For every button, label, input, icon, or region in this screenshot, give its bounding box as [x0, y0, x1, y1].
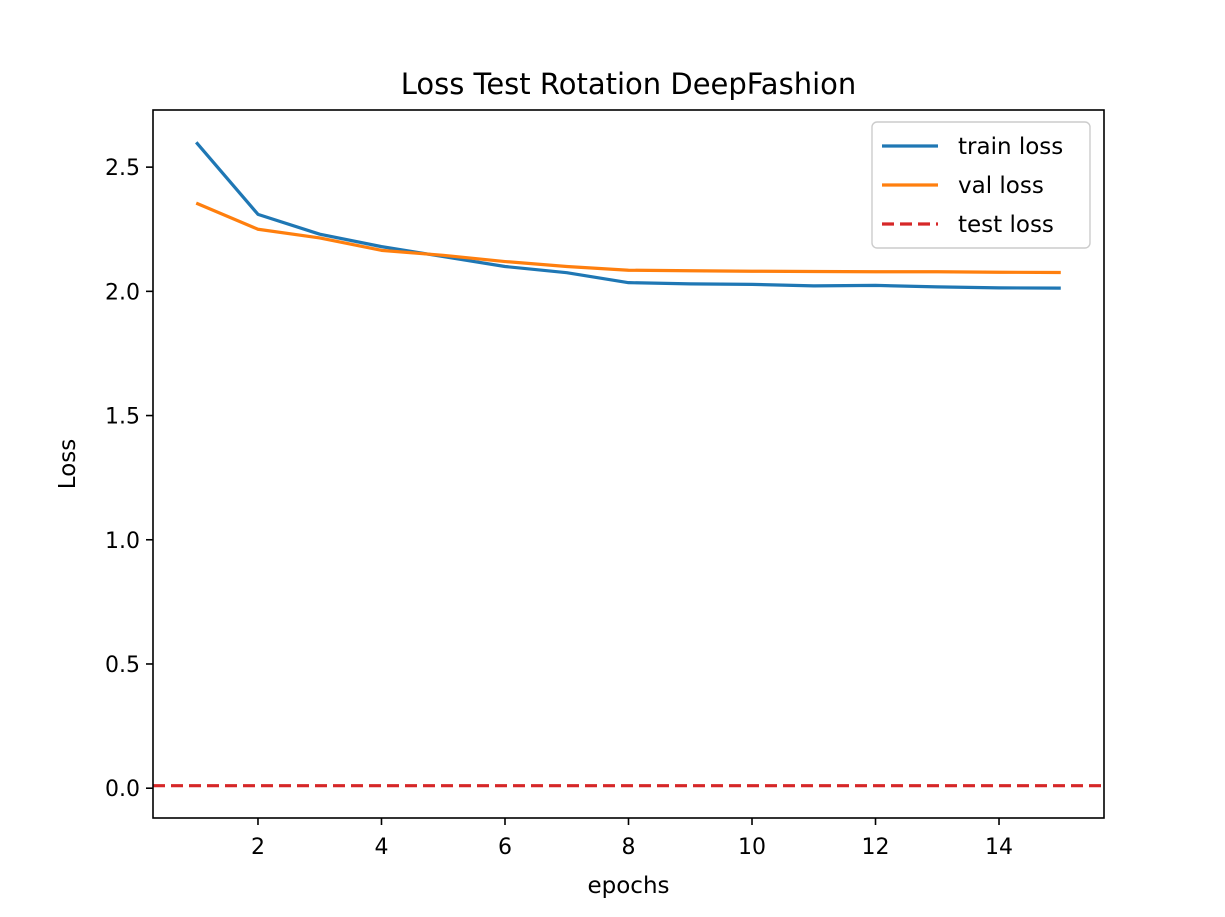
series-line-train-loss: [195, 141, 1061, 290]
x-tick-label: 10: [738, 835, 766, 860]
x-axis-label: epochs: [587, 873, 669, 899]
y-tick-label: 1.0: [105, 529, 140, 554]
y-axis-label: Loss: [55, 439, 81, 489]
series-line-val-loss: [195, 201, 1061, 275]
x-tick-label: 14: [985, 835, 1013, 860]
x-tick-label: 8: [622, 835, 636, 860]
x-tick-label: 6: [498, 835, 512, 860]
y-tick-label: 0.5: [105, 653, 140, 678]
legend-label-val-loss: val loss: [958, 173, 1044, 199]
axis-ticks: 2 4 6 8 10 12 14 0.0 0.5 1.0 1.5 2.0 2.5: [105, 156, 1013, 860]
y-tick-label: 0.0: [105, 777, 140, 802]
x-tick-label: 2: [251, 835, 265, 860]
y-tick-label: 2.5: [105, 156, 140, 181]
legend-label-test-loss: test loss: [958, 212, 1054, 238]
legend: train loss val loss test loss: [871, 121, 1091, 249]
legend-label-train-loss: train loss: [958, 134, 1063, 160]
x-tick-label: 4: [374, 835, 388, 860]
x-tick-label: 12: [862, 835, 890, 860]
chart-title: Loss Test Rotation DeepFashion: [401, 67, 857, 101]
legend-frame: [871, 121, 1091, 249]
y-tick-label: 2.0: [105, 280, 140, 305]
y-tick-label: 1.5: [105, 405, 140, 430]
